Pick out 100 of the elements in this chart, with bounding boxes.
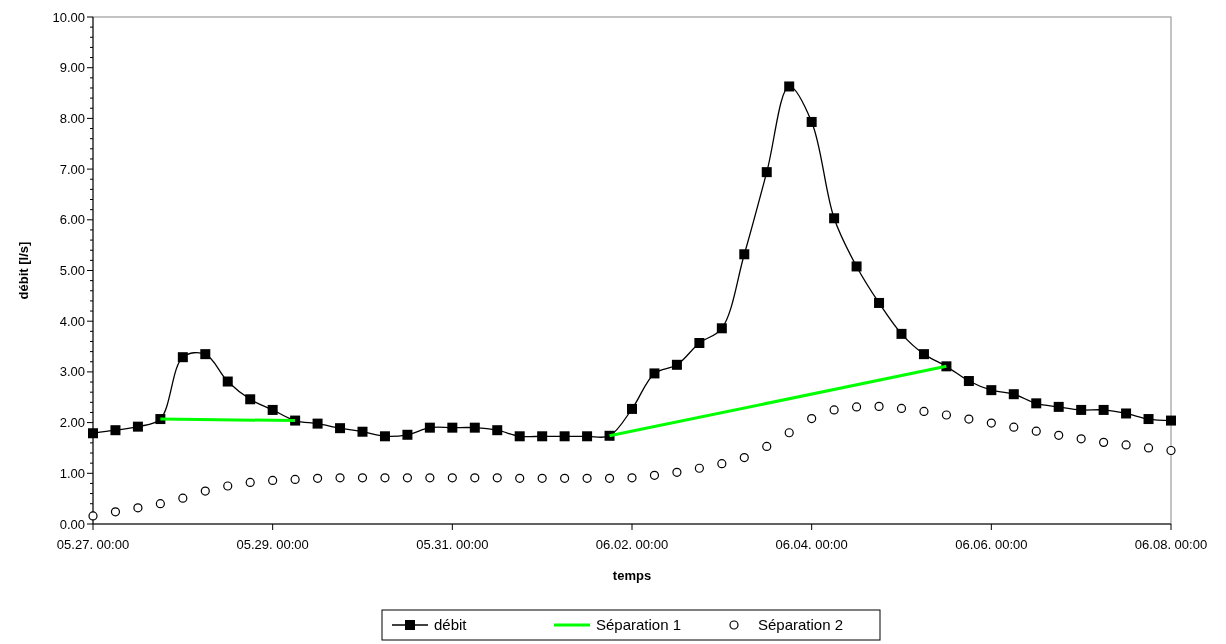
y-tick-label: 5.00 [59, 263, 85, 279]
point [267, 404, 278, 415]
y-tick-label: 9.00 [59, 60, 85, 76]
point [222, 376, 233, 387]
point [1143, 443, 1154, 453]
point [424, 422, 435, 433]
point [1054, 430, 1064, 440]
point [177, 352, 188, 363]
point [1008, 389, 1019, 400]
point [784, 428, 794, 438]
point [178, 493, 188, 503]
point [806, 116, 817, 127]
point [560, 473, 570, 483]
point [312, 473, 323, 483]
point [896, 328, 907, 339]
point [110, 425, 121, 436]
y-axis-title: débit [l/s] [16, 241, 31, 300]
x-tick-label: 06.04. 00:00 [775, 537, 848, 552]
y-tick-label: 2.00 [59, 415, 85, 431]
point [1009, 422, 1019, 432]
point [133, 503, 143, 513]
point [582, 473, 592, 483]
x-tick-label: 05.29. 00:00 [236, 537, 309, 552]
point [739, 452, 749, 463]
point [492, 473, 502, 483]
y-tick-label: 10.00 [52, 9, 85, 25]
point [1143, 414, 1154, 425]
point [559, 431, 570, 442]
point [268, 475, 278, 485]
point [627, 473, 637, 483]
point [739, 249, 750, 260]
point [155, 499, 165, 509]
y-tick-label: 1.00 [59, 465, 85, 481]
point [245, 394, 256, 405]
point [1099, 437, 1109, 447]
point [290, 474, 300, 484]
point [1166, 415, 1176, 426]
point [200, 349, 211, 360]
point [941, 410, 952, 420]
point [492, 425, 503, 436]
point [918, 349, 929, 360]
point [874, 297, 885, 308]
point [1076, 404, 1087, 415]
point [514, 431, 525, 442]
point [515, 473, 525, 483]
point [851, 402, 862, 412]
x-tick-label: 06.08. 00:00 [1134, 537, 1208, 552]
point [402, 473, 413, 483]
point [447, 422, 458, 433]
point [1076, 434, 1086, 444]
point [88, 428, 98, 439]
point [245, 477, 255, 488]
point [132, 421, 143, 432]
point [717, 459, 727, 469]
point [649, 470, 660, 480]
x-tick-label: 06.02. 00:00 [595, 537, 669, 552]
point [470, 473, 480, 483]
point [537, 431, 548, 442]
point [223, 481, 233, 491]
point [1053, 401, 1064, 412]
point [762, 441, 772, 452]
point [963, 376, 974, 387]
legend-label: Séparation 2 [758, 616, 844, 634]
point [986, 418, 996, 428]
point [761, 167, 772, 178]
point [110, 507, 121, 517]
point [784, 81, 795, 92]
point [379, 431, 390, 442]
point [1121, 440, 1131, 450]
y-tick-label: 4.00 [59, 313, 85, 329]
point [694, 463, 704, 473]
y-tick-label: 8.00 [59, 110, 85, 126]
point [1031, 426, 1041, 436]
point [986, 385, 997, 396]
point [896, 403, 907, 413]
x-tick-label: 05.31. 00:00 [416, 537, 489, 552]
point [357, 426, 368, 437]
point [469, 422, 480, 433]
point [627, 403, 637, 414]
point [312, 418, 323, 429]
point [357, 473, 368, 483]
point [604, 473, 615, 483]
point [200, 486, 210, 496]
legend-label: Séparation 1 [596, 616, 682, 634]
point [537, 473, 547, 483]
point [335, 473, 345, 483]
point [874, 401, 884, 411]
x-tick-label: 06.06. 00:00 [955, 537, 1028, 552]
point [88, 511, 98, 521]
y-tick-label: 3.00 [59, 364, 85, 380]
y-tick-label: 7.00 [59, 161, 85, 177]
point [671, 359, 682, 370]
point [851, 261, 862, 272]
y-tick-label: 6.00 [59, 212, 85, 228]
point [829, 405, 839, 415]
point [649, 368, 660, 379]
point [380, 473, 390, 483]
point [402, 429, 413, 440]
point [1121, 408, 1132, 419]
point [829, 213, 840, 224]
